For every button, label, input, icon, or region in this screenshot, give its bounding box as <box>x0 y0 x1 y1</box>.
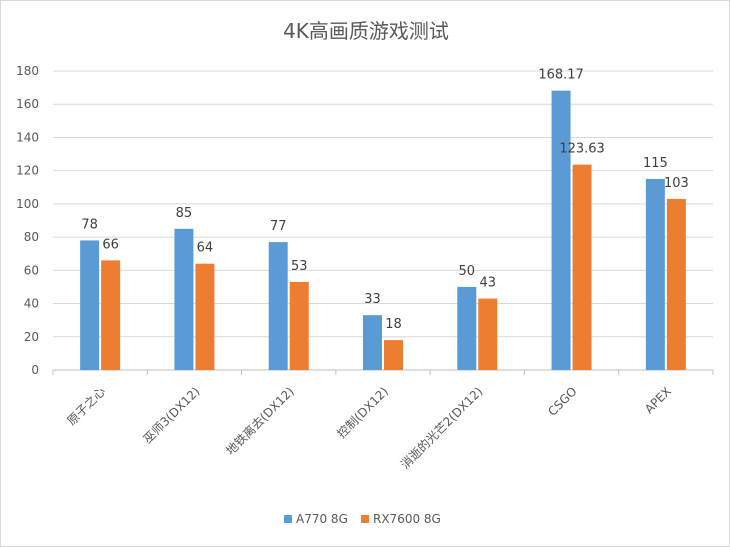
category-label: APEX <box>642 384 674 416</box>
data-label: 50 <box>459 264 476 279</box>
data-label: 33 <box>364 292 381 307</box>
y-tick-label: 20 <box>24 330 39 344</box>
legend: A770 8G RX7600 8G <box>284 512 441 526</box>
category-label: 控制(DX12) <box>334 384 391 441</box>
axes: 0 20 40 60 80 100 120 140 160 180 <box>16 64 714 377</box>
y-tick-label: 100 <box>16 197 39 211</box>
data-label: 64 <box>197 241 214 256</box>
category-labels: 原子之心 巫师3(DX12) 地铁离去(DX12) 控制(DX12) 消逝的光芒2(DX… <box>64 384 674 472</box>
bar-a770 <box>268 242 288 370</box>
bar-rx7600 <box>195 263 215 370</box>
y-tick-label: 40 <box>24 297 39 311</box>
y-tick-label: 0 <box>31 363 39 377</box>
data-labels: 78 66 85 64 77 53 33 18 50 43 168.17 123.63 115 103 <box>81 68 688 332</box>
legend-label: A770 8G <box>296 512 348 526</box>
bar-rx7600 <box>666 198 686 370</box>
category-label: 地铁离去(DX12) <box>223 384 297 458</box>
bar-a770 <box>363 315 382 370</box>
bar-a770 <box>551 90 571 371</box>
legend-label: RX7600 8G <box>373 512 441 526</box>
chart-title: 4K高画质游戏测试 <box>283 19 449 43</box>
data-label: 103 <box>664 176 689 191</box>
bar-a770 <box>174 228 194 370</box>
category-label: 原子之心 <box>64 384 108 428</box>
bar-a770 <box>80 240 100 370</box>
data-label: 66 <box>102 237 119 252</box>
data-label: 77 <box>270 219 287 234</box>
bar-rx7600 <box>572 164 592 370</box>
bar-a770 <box>457 286 477 370</box>
bars <box>80 90 686 371</box>
gridlines <box>53 70 713 338</box>
category-label: 巫师3(DX12) <box>141 384 203 446</box>
bar-rx7600 <box>384 340 403 370</box>
y-tick-label: 120 <box>16 164 39 178</box>
category-label: CSGO <box>545 384 579 418</box>
data-label: 123.63 <box>559 142 605 157</box>
y-tick-label: 160 <box>16 97 39 111</box>
data-label: 78 <box>81 217 98 232</box>
y-tick-label: 180 <box>16 64 39 78</box>
data-label: 43 <box>480 276 497 291</box>
bar-rx7600 <box>289 281 309 370</box>
y-tick-label: 140 <box>16 130 39 144</box>
bar-rx7600 <box>478 298 498 370</box>
bar-a770 <box>645 178 665 370</box>
data-label: 85 <box>176 206 193 221</box>
legend-swatch <box>361 515 369 523</box>
data-label: 18 <box>385 317 402 332</box>
data-label: 115 <box>643 156 668 171</box>
y-tick-label: 60 <box>24 263 39 277</box>
legend-swatch <box>284 515 292 523</box>
y-tick-label: 80 <box>24 230 39 244</box>
bar-rx7600 <box>101 260 121 370</box>
category-label: 消逝的光芒2(DX12) <box>397 384 485 472</box>
data-label: 53 <box>291 259 308 274</box>
data-label: 168.17 <box>538 68 584 83</box>
